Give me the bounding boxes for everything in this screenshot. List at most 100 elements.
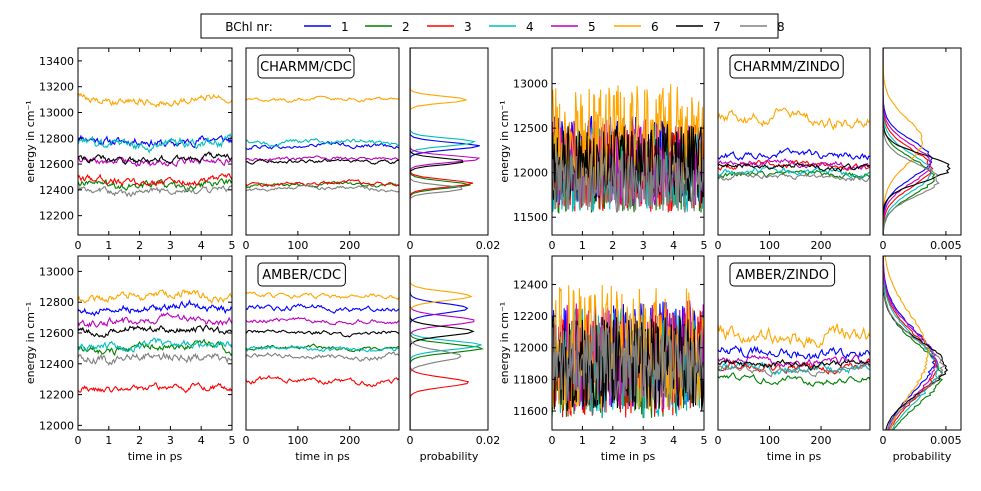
series-line-2 — [78, 338, 232, 357]
panel-title: AMBER/ZINDO — [736, 268, 829, 283]
x-tick-label: 0 — [243, 434, 250, 447]
y-tick-label: 13400 — [39, 55, 74, 68]
axes-frame — [409, 255, 489, 431]
series-line-4 — [410, 256, 482, 430]
axes-frame — [77, 47, 233, 236]
series-line-5 — [78, 312, 232, 329]
series-line-1 — [718, 345, 870, 360]
panel-title-box — [257, 262, 346, 287]
series-line-4 — [410, 48, 476, 235]
series-line-4 — [883, 48, 933, 235]
x-tick-label: 4 — [198, 434, 205, 447]
x-tick-label: 0 — [407, 239, 414, 252]
y-tick-label: 12200 — [39, 389, 74, 402]
series-line-2 — [718, 372, 870, 387]
panel-amber-cdc-time: 0 1 2 3 4 5 12000 12200 12400 12600 12800 13000 time… — [24, 255, 236, 463]
x-tick-label: 0 — [715, 239, 722, 252]
axes-frame — [551, 47, 705, 236]
panel-title-box — [257, 54, 355, 79]
plot-area — [246, 95, 399, 193]
x-tick-label: 3 — [167, 434, 174, 447]
series-line-4 — [78, 132, 232, 154]
x-axis-label: probability — [893, 450, 952, 463]
x-tick-label: 0 — [880, 434, 887, 447]
series-line-4 — [78, 337, 232, 353]
plot-area — [718, 107, 870, 182]
panel-title: AMBER/CDC — [262, 268, 341, 283]
y-tick-label: 12400 — [39, 184, 74, 197]
series-line-5 — [883, 48, 932, 235]
panel-amber-zindo-time: 0 1 2 3 4 5 11600 11800 12000 12200 12400 time in p… — [498, 255, 708, 463]
series-line-5 — [718, 158, 870, 171]
panel-charmm-cdc-time: 0 1 2 3 4 5 12200 12400 12600 12800 13000 13200 1340… — [24, 47, 236, 252]
series-line-6 — [78, 92, 232, 108]
plot-area — [552, 284, 704, 419]
x-axis-label: time in ps — [295, 450, 350, 463]
x-tick-label: 5 — [229, 239, 236, 252]
y-axis-label: energy in cm⁻¹ — [498, 100, 511, 182]
y-tick-label: 11800 — [513, 373, 548, 386]
series-line-3 — [78, 382, 232, 394]
axes-frame — [245, 47, 400, 236]
legend-label-4: 4 — [526, 20, 534, 34]
series-line-3 — [883, 48, 934, 235]
panel-title-box — [729, 262, 836, 287]
series-line-8 — [552, 324, 704, 404]
y-tick-label: 13000 — [39, 265, 74, 278]
x-tick-label: 100 — [287, 239, 308, 252]
x-axis-label: time in ps — [767, 450, 822, 463]
series-line-8 — [410, 48, 463, 235]
plot-area — [410, 48, 481, 235]
legend-label-2: 2 — [402, 20, 410, 34]
series-line-2 — [410, 256, 485, 430]
panel-title: CHARMM/ZINDO — [733, 60, 839, 75]
axes-frame — [882, 47, 962, 236]
plot-area — [552, 84, 704, 215]
panels: 0 1 2 3 4 51220012400126001280013000132001340… — [24, 47, 962, 463]
series-line-7 — [410, 256, 475, 430]
plot-area — [718, 323, 870, 387]
x-tick-label: 0.02 — [476, 434, 501, 447]
x-tick-label: 0.02 — [476, 239, 501, 252]
plot-area — [246, 291, 399, 388]
panel-title-box — [729, 54, 844, 79]
panel-charmm-cdc-prob: 0 0.02 — [407, 47, 501, 252]
series-line-4 — [246, 137, 399, 148]
series-line-7 — [718, 358, 870, 371]
panel-charmm-cdc-long: 0 100 200 CHARMM/CDC — [243, 47, 400, 252]
y-tick-label: 12200 — [39, 210, 74, 223]
series-line-5 — [78, 156, 232, 168]
x-tick-label: 1 — [105, 434, 112, 447]
series-line-6 — [718, 323, 870, 350]
series-line-8 — [246, 351, 399, 362]
plot-area — [883, 48, 951, 235]
series-line-1 — [410, 48, 480, 235]
x-tick-label: 0 — [75, 239, 82, 252]
series-line-6 — [718, 107, 870, 131]
x-tick-label: 100 — [759, 239, 780, 252]
x-tick-label: 3 — [640, 239, 647, 252]
legend-label-5: 5 — [588, 20, 596, 34]
plot-area — [78, 289, 232, 394]
x-tick-label: 0 — [243, 239, 250, 252]
series-line-6 — [883, 48, 924, 235]
x-axis-label: probability — [420, 450, 479, 463]
panel-title: CHARMM/CDC — [260, 60, 352, 75]
axes-frame — [77, 255, 233, 431]
y-tick-label: 12400 — [39, 358, 74, 371]
series-line-3 — [246, 374, 399, 388]
y-tick-label: 12000 — [513, 342, 548, 355]
axes-frame — [245, 255, 400, 431]
axes-frame — [717, 47, 871, 236]
series-line-4 — [718, 165, 870, 180]
y-tick-label: 12000 — [513, 167, 548, 180]
y-axis-label: energy in cm⁻¹ — [498, 302, 511, 384]
panel-charmm-zindo-prob: 0 0.005 — [880, 47, 962, 252]
series-line-7 — [78, 324, 232, 338]
legend-label-1: 1 — [341, 20, 349, 34]
series-line-8 — [410, 256, 462, 430]
x-tick-label: 5 — [229, 434, 236, 447]
plot-area — [78, 92, 232, 198]
